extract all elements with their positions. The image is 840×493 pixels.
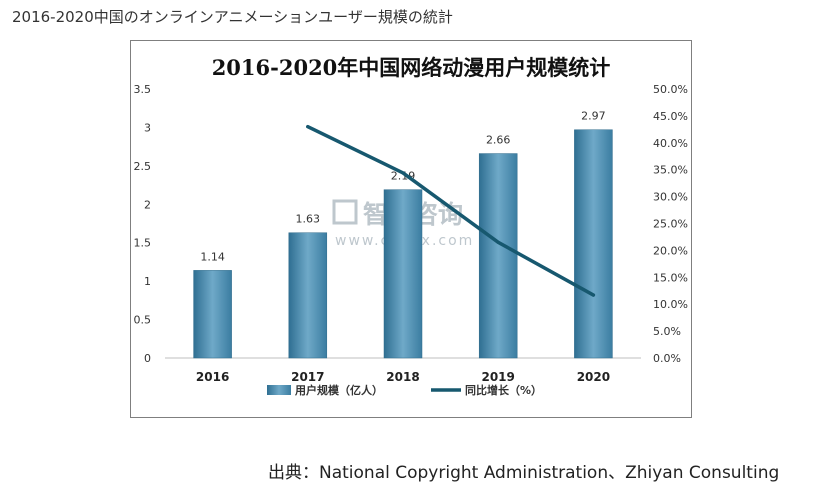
- legend-line-label: 同比增长（%）: [465, 383, 542, 397]
- chart-svg: 2016-2020年中国网络动漫用户规模统计 智研咨询 www.chyxx.co…: [134, 55, 688, 397]
- y-right-tick-label: 0.0%: [653, 352, 681, 365]
- bar-data-label: 2.97: [581, 110, 606, 123]
- watermark-logo-icon: [332, 199, 358, 225]
- y-left-tick-label: 1: [144, 275, 151, 288]
- legend-bar-label: 用户规模（亿人）: [295, 383, 383, 397]
- y-left-tick-label: 3: [144, 121, 151, 134]
- y-left-tick-label: 2.5: [134, 160, 152, 173]
- y-right-tick-label: 50.0%: [653, 83, 688, 96]
- bar: [193, 270, 232, 359]
- bar-data-label: 1.63: [296, 213, 321, 226]
- y-right-tick-label: 25.0%: [653, 218, 688, 231]
- x-tick-label: 2017: [291, 370, 324, 384]
- growth-point: [496, 240, 500, 244]
- growth-point: [306, 125, 310, 129]
- chart-title: 2016-2020年中国网络动漫用户规模统计: [212, 55, 611, 80]
- legend-bar-swatch: [267, 385, 291, 395]
- y-right-tick-label: 15.0%: [653, 271, 688, 284]
- y-right-tick-label: 20.0%: [653, 244, 688, 257]
- y-left-tick-label: 1.5: [134, 237, 152, 250]
- page-heading: 2016-2020中国のオンラインアニメーションユーザー規模の統計: [12, 8, 453, 26]
- x-tick-label: 2016: [196, 370, 229, 384]
- x-tick-label: 2020: [577, 370, 610, 384]
- source-note: 出典：National Copyright Administration、Zhi…: [268, 463, 780, 483]
- y-right-tick-label: 40.0%: [653, 137, 688, 150]
- x-tick-label: 2019: [481, 370, 514, 384]
- y-left-tick-label: 0: [144, 352, 151, 365]
- bar: [288, 232, 328, 359]
- growth-point: [591, 293, 595, 297]
- y-left-tick-label: 2: [144, 198, 151, 211]
- growth-point: [401, 171, 405, 175]
- y-left-tick-label: 3.5: [134, 83, 152, 96]
- y-right-tick-label: 30.0%: [653, 191, 688, 204]
- legend: 用户规模（亿人） 同比增长（%）: [267, 383, 542, 397]
- bar: [478, 153, 518, 359]
- bar-data-label: 2.66: [486, 134, 511, 147]
- bar: [574, 129, 613, 359]
- y-right-tick-label: 35.0%: [653, 164, 688, 177]
- y-right-tick-label: 5.0%: [653, 325, 681, 338]
- growth-line: [306, 124, 596, 297]
- x-tick-label: 2018: [386, 370, 419, 384]
- y-left-tick-label: 0.5: [134, 314, 152, 327]
- y-right-tick-label: 10.0%: [653, 298, 688, 311]
- y-right-tick-label: 45.0%: [653, 110, 688, 123]
- bar: [383, 189, 423, 359]
- chart-frame: 2016-2020年中国网络动漫用户规模统计 智研咨询 www.chyxx.co…: [130, 40, 692, 418]
- bar-data-label: 1.14: [200, 250, 225, 263]
